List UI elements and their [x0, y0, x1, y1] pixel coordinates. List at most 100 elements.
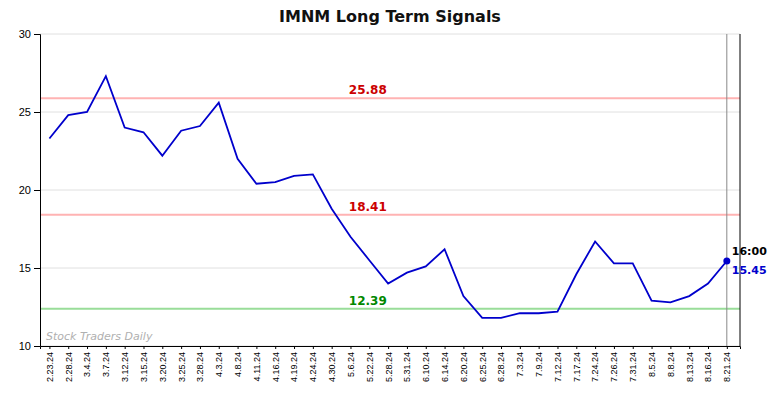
signal-label: 12.39: [349, 294, 387, 308]
tick-mark: [445, 346, 446, 349]
frame: [740, 34, 741, 346]
tick: 8.21.24: [722, 346, 732, 382]
tick: 5.28.24: [383, 346, 393, 382]
tick-label: 8.16.24: [703, 352, 713, 382]
tick-mark: [143, 346, 144, 349]
tick: 5.31.24: [402, 346, 412, 382]
axis-line: [41, 347, 741, 350]
title: IMNM Long Term Signals: [279, 7, 501, 26]
tick-label: 7.17.24: [572, 352, 582, 382]
tick-mark: [332, 346, 333, 349]
tick-label: 6.25.24: [478, 352, 488, 382]
tick-label: 4.16.24: [271, 352, 281, 382]
tick: 6.20.24: [459, 346, 469, 382]
last-point: [723, 257, 730, 264]
tick-label: 25: [19, 106, 31, 118]
tick-label: 7.3.24: [515, 352, 525, 377]
tick: 8.5.24: [647, 346, 657, 377]
signal-label: 18.41: [349, 200, 387, 214]
tick: 6.10.24: [421, 346, 431, 382]
tick-mark: [689, 346, 690, 349]
watermark: Stock Traders Daily: [46, 330, 153, 343]
tick-label: 3.25.24: [177, 352, 187, 382]
tick-label: 5.31.24: [402, 352, 412, 382]
tick-label: 3.20.24: [158, 352, 168, 382]
tick-mark: [162, 346, 163, 349]
tick-label: 6.10.24: [421, 352, 431, 382]
tick: 7.31.24: [628, 346, 638, 382]
tick-mark: [633, 346, 634, 349]
tick-mark: [595, 346, 596, 349]
tick-mark: [34, 346, 40, 347]
tick-mark: [106, 346, 107, 349]
tick: 7.12.24: [553, 346, 563, 382]
tick: 6.28.24: [496, 346, 506, 382]
tick-mark: [708, 346, 709, 349]
tick: 5.6.24: [346, 346, 356, 377]
tick: 4.8.24: [233, 346, 243, 377]
tick-label: 30: [19, 28, 31, 40]
tick: 30: [19, 28, 40, 40]
x-axis: 2.23.24 2.28.24 3.4.24 3.7.24 3.12.24 3.15.24…: [41, 346, 741, 382]
signal-line: [40, 308, 740, 310]
tick-mark: [34, 190, 40, 191]
tick-mark: [652, 346, 653, 349]
tick: 4.30.24: [327, 346, 337, 382]
grid-line: [40, 190, 740, 191]
tick-label: 2.28.24: [64, 352, 74, 382]
grid: [40, 34, 740, 346]
tick: 3.15.24: [139, 346, 149, 382]
plot: 10152025302.23.242.28.243.4.243.7.243.12…: [19, 28, 767, 382]
tick-mark: [256, 346, 257, 349]
tick-mark: [520, 346, 521, 349]
tick-mark: [49, 346, 50, 349]
tick: 20: [19, 184, 40, 196]
tick-label: 8.13.24: [685, 352, 695, 382]
axis-line: [34, 35, 41, 347]
signal-line: [40, 214, 740, 216]
tick-mark: [727, 346, 728, 349]
tick-label: 4.24.24: [308, 352, 318, 382]
tick-mark: [388, 346, 389, 349]
tick-label: 6.28.24: [496, 352, 506, 382]
tick: 6.25.24: [478, 346, 488, 382]
grid-line: [40, 34, 740, 35]
tick-mark: [350, 346, 351, 349]
tick: 2.28.24: [64, 346, 74, 382]
tick-label: 2.23.24: [45, 352, 55, 382]
tick-mark: [181, 346, 182, 349]
tick-mark: [238, 346, 239, 349]
tick-label: 6.14.24: [440, 352, 450, 382]
tick-label: 8.8.24: [666, 352, 676, 377]
tick-label: 4.30.24: [327, 352, 337, 382]
tick: 8.16.24: [703, 346, 713, 382]
tick-mark: [125, 346, 126, 349]
tick-label: 8.5.24: [647, 352, 657, 377]
tick-mark: [576, 346, 577, 349]
tick-mark: [482, 346, 483, 349]
last-time: 16:00: [732, 245, 767, 258]
tick: 8.13.24: [685, 346, 695, 382]
tick: 5.22.24: [365, 346, 375, 382]
tick-label: 5.6.24: [346, 352, 356, 377]
tick-mark: [34, 34, 40, 35]
tick-mark: [275, 346, 276, 349]
tick-label: 4.3.24: [214, 352, 224, 377]
tick-label: 6.20.24: [459, 352, 469, 382]
tick-label: 5.22.24: [365, 352, 375, 382]
tick: 3.28.24: [195, 346, 205, 382]
annotations: 25.8818.4112.3916:0015.45Stock Traders D…: [46, 83, 767, 343]
tick-label: 3.4.24: [82, 352, 92, 377]
tick-label: 7.9.24: [534, 352, 544, 377]
last-point-line: [726, 34, 727, 346]
tick: 4.19.24: [289, 346, 299, 382]
tick-label: 7.26.24: [609, 352, 619, 382]
tick: 3.7.24: [101, 346, 111, 377]
tick-label: 8.21.24: [722, 352, 732, 382]
tick: 3.4.24: [82, 346, 92, 377]
tick-label: 4.19.24: [289, 352, 299, 382]
tick-label: 3.12.24: [120, 352, 130, 382]
tick: 7.3.24: [515, 346, 525, 377]
grid-line: [40, 112, 740, 113]
tick-label: 7.24.24: [590, 352, 600, 382]
